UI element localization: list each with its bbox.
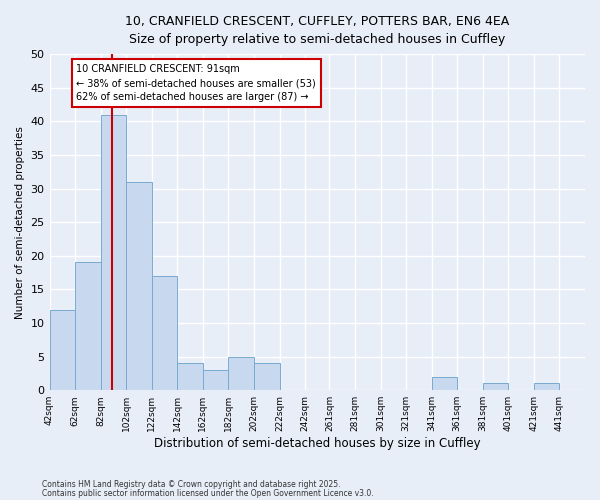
Bar [254,364,280,390]
Bar [126,182,152,390]
Bar [152,276,178,390]
Bar [534,384,559,390]
X-axis label: Distribution of semi-detached houses by size in Cuffley: Distribution of semi-detached houses by … [154,437,481,450]
Bar [75,262,101,390]
Bar [431,377,457,390]
Bar [50,310,75,390]
Bar [203,370,229,390]
Y-axis label: Number of semi-detached properties: Number of semi-detached properties [15,126,25,318]
Bar [483,384,508,390]
Bar [101,114,126,390]
Text: Contains HM Land Registry data © Crown copyright and database right 2025.: Contains HM Land Registry data © Crown c… [42,480,341,489]
Bar [178,364,203,390]
Text: 10 CRANFIELD CRESCENT: 91sqm
← 38% of semi-detached houses are smaller (53)
62% : 10 CRANFIELD CRESCENT: 91sqm ← 38% of se… [76,64,316,102]
Title: 10, CRANFIELD CRESCENT, CUFFLEY, POTTERS BAR, EN6 4EA
Size of property relative : 10, CRANFIELD CRESCENT, CUFFLEY, POTTERS… [125,15,509,46]
Text: Contains public sector information licensed under the Open Government Licence v3: Contains public sector information licen… [42,488,374,498]
Bar [229,356,254,390]
